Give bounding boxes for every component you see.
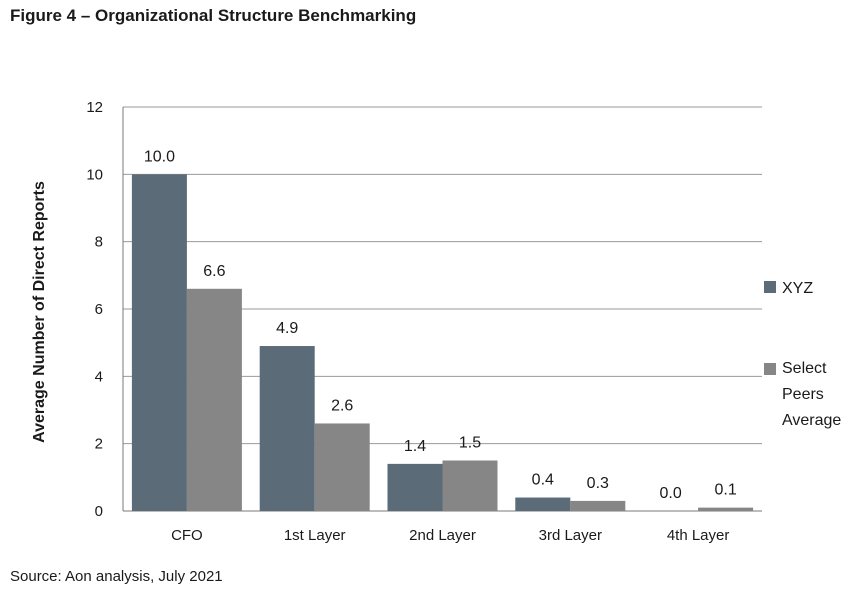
bar-peers: [186, 288, 242, 511]
data-label: 10.0: [144, 148, 175, 165]
legend-swatch-xyz: [764, 281, 776, 293]
y-tick-label: 0: [95, 503, 103, 520]
legend-label-xyz: XYZ: [782, 280, 814, 297]
x-category-label: 2nd Layer: [409, 527, 476, 544]
bar-xyz: [131, 174, 187, 512]
data-label: 0.3: [587, 475, 609, 492]
data-label: 1.4: [404, 438, 426, 455]
x-category-label: 4th Layer: [667, 527, 730, 544]
data-label: 4.9: [276, 320, 298, 337]
data-label: 2.6: [331, 397, 353, 414]
y-tick-label: 6: [95, 301, 103, 318]
source-note: Source: Aon analysis, July 2021: [10, 568, 223, 585]
data-label: 0.1: [714, 482, 736, 499]
y-tick-label: 8: [95, 234, 103, 251]
bar-peers: [314, 423, 370, 511]
legend-item-peers: Select Peers Average: [764, 356, 860, 434]
bar-xyz: [515, 497, 571, 511]
y-tick-label: 12: [86, 99, 103, 116]
legend-peers: Select Peers Average: [764, 356, 860, 434]
x-category-label: 1st Layer: [284, 527, 346, 544]
data-label: 0.0: [659, 485, 681, 502]
legend-label-peers: Select Peers Average: [782, 360, 842, 429]
y-tick-label: 10: [86, 166, 103, 183]
figure-title: Figure 4 – Organizational Structure Benc…: [10, 6, 417, 25]
legend: XYZ: [764, 276, 813, 302]
bar-xyz: [387, 463, 443, 511]
x-category-label: 3rd Layer: [539, 527, 602, 544]
y-tick-label: 4: [95, 368, 103, 385]
bar-peers: [442, 460, 498, 511]
data-label: 6.6: [203, 263, 225, 280]
data-label: 1.5: [459, 435, 481, 452]
data-label: 0.4: [532, 472, 554, 489]
y-tick-label: 2: [95, 436, 103, 453]
y-axis-label: Average Number of Direct Reports: [31, 181, 48, 443]
legend-swatch-peers: [764, 363, 776, 375]
bar-peers: [570, 500, 626, 511]
legend-item-xyz: XYZ: [764, 276, 813, 302]
x-category-label: CFO: [171, 527, 203, 544]
bar-xyz: [259, 346, 315, 511]
bar-peers: [698, 507, 754, 511]
